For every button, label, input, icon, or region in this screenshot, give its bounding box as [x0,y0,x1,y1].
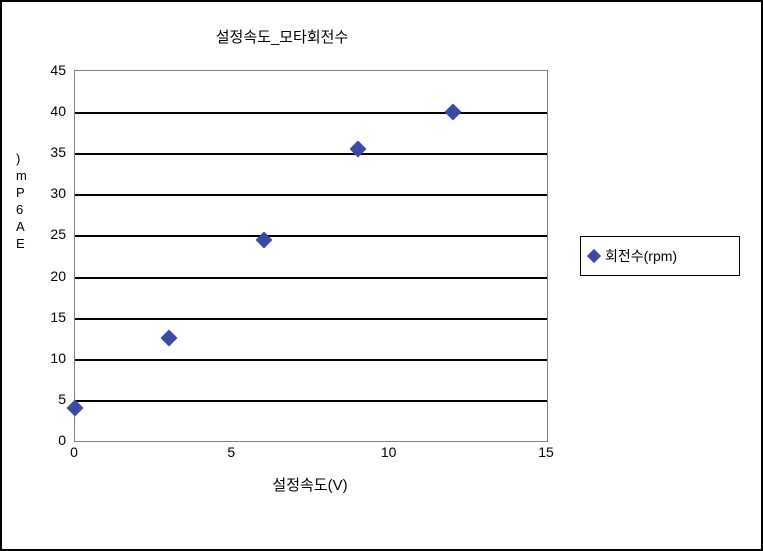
x-tick-label: 15 [538,444,554,460]
gridline [75,112,547,114]
y-tick-label: 15 [50,309,66,325]
plot-area [74,70,548,442]
data-point [67,400,84,417]
y-axis-glyph: A [16,219,27,236]
data-point [444,104,461,121]
y-axis-glyph: P [16,185,27,202]
legend: 회전수(rpm) [580,236,740,276]
y-tick-label: 10 [50,350,66,366]
x-tick-label: 0 [70,444,78,460]
data-point [255,231,272,248]
gridline [75,400,547,402]
y-tick-label: 45 [50,62,66,78]
gridline [75,318,547,320]
y-tick-label: 35 [50,144,66,160]
x-axis-title: 설정속도(V) [260,474,360,495]
gridline [75,235,547,237]
y-tick-label: 25 [50,226,66,242]
x-tick-label: 10 [381,444,397,460]
gridline [75,359,547,361]
y-tick-label: 40 [50,103,66,119]
y-axis-glyph: m [16,168,27,185]
data-point [161,330,178,347]
chart-frame: 설정속도_모타회전수 0 5 10 15 20 25 30 35 40 45 0 5 10 15 )mP… [0,0,763,551]
chart-title: 설정속도_모타회전수 [2,26,562,47]
y-axis-title-broken: )mP6AE [16,151,27,252]
y-axis-glyph: E [16,236,27,253]
gridline [75,153,547,155]
y-tick-label: 30 [50,185,66,201]
gridline [75,194,547,196]
y-tick-label: 5 [58,391,66,407]
gridline [75,277,547,279]
legend-diamond-icon [587,249,601,263]
y-tick-label: 0 [58,432,66,448]
y-axis-glyph: 6 [16,202,27,219]
y-tick-label: 20 [50,268,66,284]
legend-label: 회전수(rpm) [605,246,677,266]
x-tick-label: 5 [227,444,235,460]
y-axis-glyph: ) [16,151,27,168]
